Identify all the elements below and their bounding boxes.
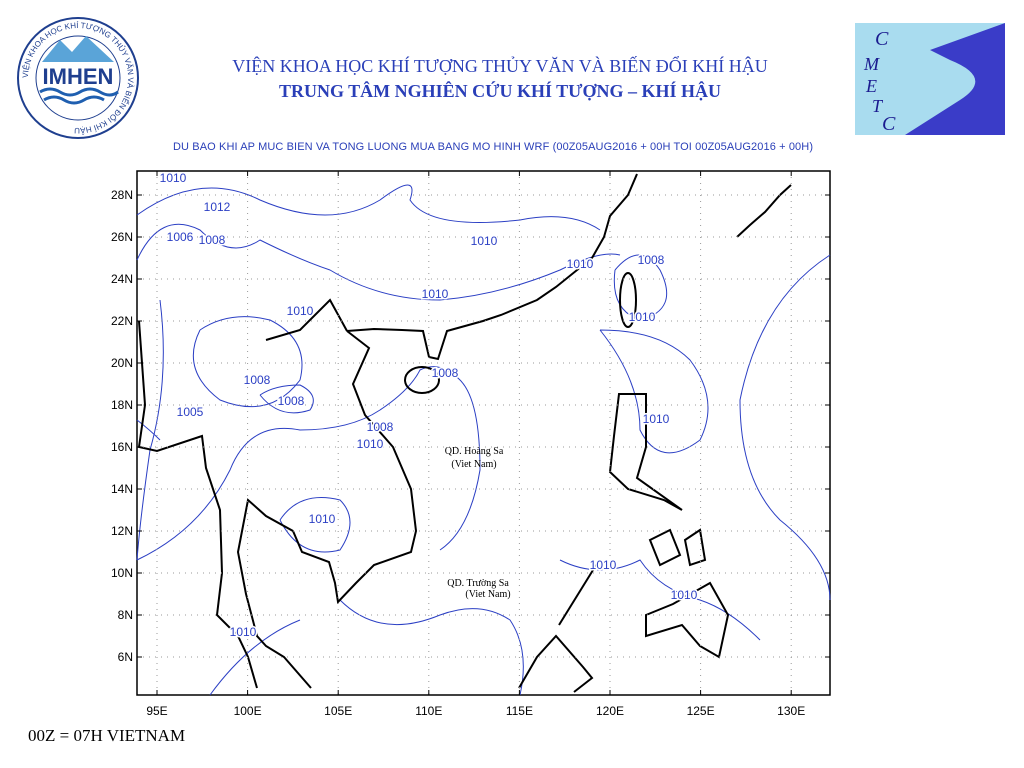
contour-label: 1010 bbox=[629, 310, 656, 324]
lon-label: 100E bbox=[234, 704, 262, 718]
logo-name: IMHEN bbox=[43, 64, 114, 89]
contour-label: 1010 bbox=[287, 304, 314, 318]
contour-label: 1010 bbox=[643, 412, 670, 426]
contour-label: 1008 bbox=[278, 394, 305, 408]
lat-label: 10N bbox=[111, 566, 133, 580]
lat-label: 12N bbox=[111, 524, 133, 538]
contour-label: 1010 bbox=[671, 588, 698, 602]
lat-label: 20N bbox=[111, 356, 133, 370]
contour-label: 1010 bbox=[590, 558, 617, 572]
contour-label: 1008 bbox=[367, 420, 394, 434]
place-label: QD. Trường Sa bbox=[447, 578, 509, 589]
contour-label: 1006 bbox=[167, 230, 194, 244]
logo-letter: M bbox=[863, 54, 880, 74]
logo-letter: E bbox=[865, 76, 877, 96]
lon-label: 120E bbox=[596, 704, 624, 718]
contour-label: 1008 bbox=[638, 253, 665, 267]
contour-label: 1010 bbox=[422, 287, 449, 301]
lon-label: 115E bbox=[506, 704, 533, 718]
logo-letter: C bbox=[875, 28, 889, 50]
contour-label: 1008 bbox=[432, 366, 459, 380]
lat-label: 26N bbox=[111, 230, 133, 244]
contour-label: 1010 bbox=[160, 171, 187, 185]
place-label: (Viet Nam) bbox=[451, 459, 496, 470]
contour-label: 1010 bbox=[230, 625, 257, 639]
org-line1: VIỆN KHOA HỌC KHÍ TƯỢNG THỦY VĂN VÀ BIẾN… bbox=[232, 55, 767, 76]
contour-label: 1010 bbox=[567, 257, 594, 271]
lat-label: 14N bbox=[111, 482, 133, 496]
lon-label: 125E bbox=[687, 704, 715, 718]
contour-label: 1010 bbox=[309, 512, 336, 526]
lat-label: 24N bbox=[111, 272, 133, 286]
forecast-title: DU BAO KHI AP MUC BIEN VA TONG LUONG MUA… bbox=[173, 141, 813, 153]
lon-label: 105E bbox=[324, 704, 352, 718]
lat-label: 18N bbox=[111, 398, 133, 412]
lon-label: 95E bbox=[146, 704, 167, 718]
contour-label: 1010 bbox=[471, 234, 498, 248]
lat-label: 8N bbox=[118, 608, 133, 622]
map: 28N 26N 24N 22N 20N 18N 16N 14N 12N 10N 8N 6N 95E 100… bbox=[111, 170, 831, 718]
contour-label: 1008 bbox=[199, 233, 226, 247]
contour-label: 1010 bbox=[357, 437, 384, 451]
place-label: (Viet Nam) bbox=[465, 589, 510, 600]
contours bbox=[136, 184, 831, 696]
contour-label: 1012 bbox=[204, 200, 231, 214]
lat-label: 6N bbox=[118, 650, 133, 664]
contour-label: 1008 bbox=[244, 373, 271, 387]
lon-label: 130E bbox=[777, 704, 805, 718]
lat-label: 22N bbox=[111, 314, 133, 328]
logo-letter: C bbox=[882, 113, 896, 135]
lat-label: 28N bbox=[111, 188, 133, 202]
cmetc-logo: C M E T C bbox=[855, 23, 1005, 135]
coastlines bbox=[137, 173, 792, 693]
org-line2: TRUNG TÂM NGHIÊN CỨU KHÍ TƯỢNG – KHÍ HẬU bbox=[279, 80, 721, 101]
lon-label: 110E bbox=[415, 704, 442, 718]
contour-label: 1005 bbox=[177, 405, 204, 419]
logo-letter: T bbox=[872, 96, 884, 116]
lat-label: 16N bbox=[111, 440, 133, 454]
imhen-logo: IMHEN VIỆN KHOA HỌC KHÍ TƯỢNG THỦY VĂN V… bbox=[17, 17, 139, 139]
place-label: QD. Hoàng Sa bbox=[445, 446, 504, 457]
footer-note: 00Z = 07H VIETNAM bbox=[28, 726, 185, 745]
